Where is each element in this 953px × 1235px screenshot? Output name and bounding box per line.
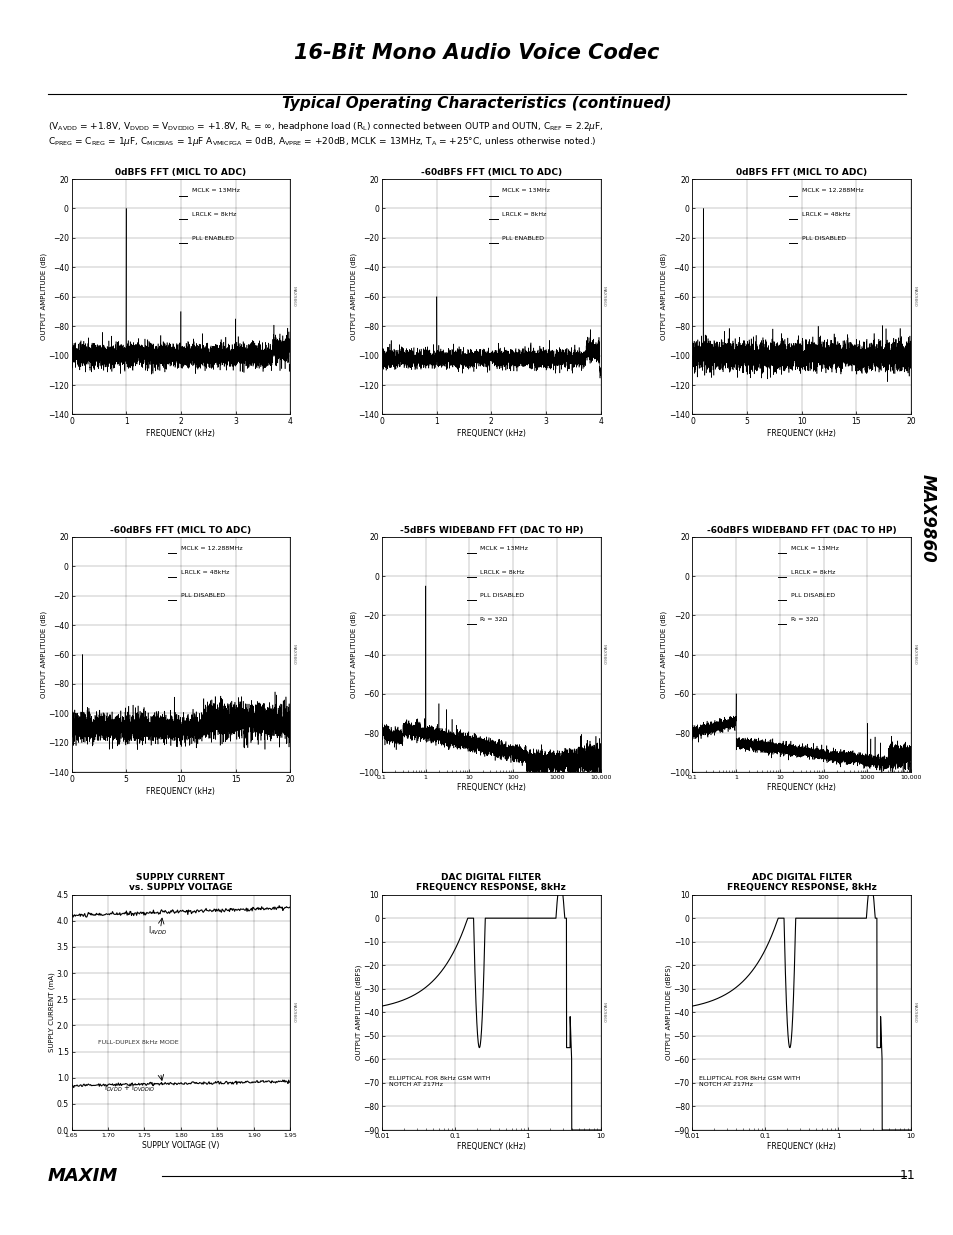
Text: LRCLK = 8kHz: LRCLK = 8kHz bbox=[192, 212, 236, 217]
X-axis label: SUPPLY VOLTAGE (V): SUPPLY VOLTAGE (V) bbox=[142, 1141, 219, 1150]
Text: MAX9860: MAX9860 bbox=[601, 645, 605, 664]
Y-axis label: OUTPUT AMPLITUDE (dB): OUTPUT AMPLITUDE (dB) bbox=[660, 611, 667, 698]
Text: MCLK = 13MHz: MCLK = 13MHz bbox=[480, 546, 528, 551]
Text: PLL DISABLED: PLL DISABLED bbox=[790, 593, 834, 598]
Text: (V$_{\rm AVDD}$ = +1.8V, V$_{\rm DVDD}$ = V$_{\rm DVDDIO}$ = +1.8V, R$_{\rm L}$ : (V$_{\rm AVDD}$ = +1.8V, V$_{\rm DVDD}$ … bbox=[48, 120, 602, 148]
Text: MCLK = 13MHz: MCLK = 13MHz bbox=[501, 189, 550, 194]
Title: -60dBFS FFT (MICL TO ADC): -60dBFS FFT (MICL TO ADC) bbox=[111, 526, 252, 535]
Text: LRCLK = 8kHz: LRCLK = 8kHz bbox=[501, 212, 546, 217]
Y-axis label: OUTPUT AMPLITUDE (dB): OUTPUT AMPLITUDE (dB) bbox=[40, 253, 47, 341]
Text: MCLK = 13MHz: MCLK = 13MHz bbox=[192, 189, 239, 194]
Text: PLL DISABLED: PLL DISABLED bbox=[801, 236, 845, 241]
Text: LRCLK = 8kHz: LRCLK = 8kHz bbox=[790, 569, 834, 574]
Text: MAX9860: MAX9860 bbox=[291, 645, 295, 664]
Text: ELLIPTICAL FOR 8kHz GSM WITH
NOTCH AT 217Hz: ELLIPTICAL FOR 8kHz GSM WITH NOTCH AT 21… bbox=[388, 1076, 490, 1087]
Text: I$_{DVDD}$ + I$_{DVDDIO}$: I$_{DVDD}$ + I$_{DVDDIO}$ bbox=[104, 1084, 155, 1094]
Text: MAXIM: MAXIM bbox=[48, 1167, 118, 1184]
X-axis label: FREQUENCY (kHz): FREQUENCY (kHz) bbox=[456, 783, 525, 792]
X-axis label: FREQUENCY (kHz): FREQUENCY (kHz) bbox=[766, 783, 836, 792]
Y-axis label: OUTPUT AMPLITUDE (dB): OUTPUT AMPLITUDE (dB) bbox=[40, 611, 47, 698]
Text: 16-Bit Mono Audio Voice Codec: 16-Bit Mono Audio Voice Codec bbox=[294, 43, 659, 63]
Text: PLL DISABLED: PLL DISABLED bbox=[480, 593, 524, 598]
Text: MCLK = 12.288MHz: MCLK = 12.288MHz bbox=[181, 546, 242, 551]
Text: MCLK = 13MHz: MCLK = 13MHz bbox=[790, 546, 838, 551]
Text: FULL-DUPLEX 8kHz MODE: FULL-DUPLEX 8kHz MODE bbox=[97, 1040, 178, 1046]
Text: Typical Operating Characteristics (continued): Typical Operating Characteristics (conti… bbox=[282, 96, 671, 111]
Text: MAX9860: MAX9860 bbox=[601, 1002, 605, 1023]
Text: PLL DISABLED: PLL DISABLED bbox=[181, 593, 225, 598]
X-axis label: FREQUENCY (kHz): FREQUENCY (kHz) bbox=[766, 1141, 836, 1151]
Title: ADC DIGITAL FILTER
FREQUENCY RESPONSE, 8kHz: ADC DIGITAL FILTER FREQUENCY RESPONSE, 8… bbox=[726, 873, 876, 893]
Title: -60dBFS WIDEBAND FFT (DAC TO HP): -60dBFS WIDEBAND FFT (DAC TO HP) bbox=[706, 526, 896, 535]
X-axis label: FREQUENCY (kHz): FREQUENCY (kHz) bbox=[766, 429, 836, 438]
Y-axis label: OUTPUT AMPLITUDE (dB): OUTPUT AMPLITUDE (dB) bbox=[660, 253, 667, 341]
Text: LRCLK = 8kHz: LRCLK = 8kHz bbox=[480, 569, 524, 574]
Y-axis label: OUTPUT AMPLITUDE (dB): OUTPUT AMPLITUDE (dB) bbox=[350, 253, 356, 341]
X-axis label: FREQUENCY (kHz): FREQUENCY (kHz) bbox=[456, 1141, 525, 1151]
X-axis label: FREQUENCY (kHz): FREQUENCY (kHz) bbox=[146, 429, 215, 438]
Text: MAX9860: MAX9860 bbox=[291, 287, 295, 308]
Text: ELLIPTICAL FOR 8kHz GSM WITH
NOTCH AT 217Hz: ELLIPTICAL FOR 8kHz GSM WITH NOTCH AT 21… bbox=[699, 1076, 800, 1087]
Title: -60dBFS FFT (MICL TO ADC): -60dBFS FFT (MICL TO ADC) bbox=[420, 168, 561, 177]
Text: LRCLK = 48kHz: LRCLK = 48kHz bbox=[181, 569, 229, 574]
Title: SUPPLY CURRENT
vs. SUPPLY VOLTAGE: SUPPLY CURRENT vs. SUPPLY VOLTAGE bbox=[129, 873, 233, 893]
Title: 0dBFS FFT (MICL TO ADC): 0dBFS FFT (MICL TO ADC) bbox=[115, 168, 246, 177]
Text: 11: 11 bbox=[899, 1170, 915, 1182]
X-axis label: FREQUENCY (kHz): FREQUENCY (kHz) bbox=[456, 429, 525, 438]
X-axis label: FREQUENCY (kHz): FREQUENCY (kHz) bbox=[146, 787, 215, 795]
Text: PLL ENABLED: PLL ENABLED bbox=[501, 236, 543, 241]
Title: -5dBFS WIDEBAND FFT (DAC TO HP): -5dBFS WIDEBAND FFT (DAC TO HP) bbox=[399, 526, 582, 535]
Y-axis label: OUTPUT AMPLITUDE (dB): OUTPUT AMPLITUDE (dB) bbox=[350, 611, 356, 698]
Text: MCLK = 12.288MHz: MCLK = 12.288MHz bbox=[801, 189, 862, 194]
Title: 0dBFS FFT (MICL TO ADC): 0dBFS FFT (MICL TO ADC) bbox=[736, 168, 866, 177]
Text: MAX9860: MAX9860 bbox=[291, 1002, 295, 1023]
Text: MAX9860: MAX9860 bbox=[911, 645, 915, 664]
Text: Rₗ = 32Ω: Rₗ = 32Ω bbox=[480, 618, 507, 622]
Y-axis label: SUPPLY CURRENT (mA): SUPPLY CURRENT (mA) bbox=[49, 972, 55, 1052]
Y-axis label: OUTPUT AMPLITUDE (dBFS): OUTPUT AMPLITUDE (dBFS) bbox=[665, 965, 672, 1060]
Text: MAX9860: MAX9860 bbox=[911, 287, 915, 308]
Text: I$_{AVDD}$: I$_{AVDD}$ bbox=[148, 925, 168, 937]
Text: Rₗ = 32Ω: Rₗ = 32Ω bbox=[790, 618, 818, 622]
Y-axis label: OUTPUT AMPLITUDE (dBFS): OUTPUT AMPLITUDE (dBFS) bbox=[355, 965, 361, 1060]
Text: MAX9860: MAX9860 bbox=[911, 1002, 915, 1023]
Text: MAX9860: MAX9860 bbox=[918, 474, 935, 563]
Text: LRCLK = 48kHz: LRCLK = 48kHz bbox=[801, 212, 849, 217]
Text: PLL ENABLED: PLL ENABLED bbox=[192, 236, 233, 241]
Title: DAC DIGITAL FILTER
FREQUENCY RESPONSE, 8kHz: DAC DIGITAL FILTER FREQUENCY RESPONSE, 8… bbox=[416, 873, 565, 893]
Text: MAX9860: MAX9860 bbox=[601, 287, 605, 308]
